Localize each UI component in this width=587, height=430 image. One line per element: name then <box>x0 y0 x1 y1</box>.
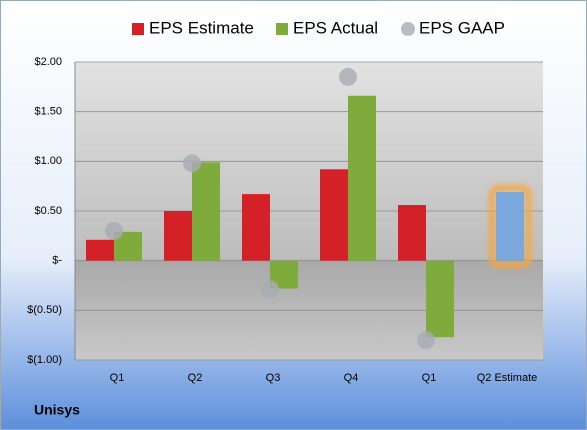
y-tick-label: $2.00 <box>34 56 62 68</box>
bar <box>164 211 192 261</box>
legend-label: EPS Actual <box>293 18 378 37</box>
bar <box>192 162 220 261</box>
bar <box>348 95 376 261</box>
legend-marker <box>401 22 415 36</box>
legend-marker <box>132 23 144 35</box>
bar <box>320 169 348 261</box>
bar <box>242 194 270 261</box>
y-tick-label: $1.00 <box>34 155 62 167</box>
legend-marker <box>276 23 288 35</box>
footer: Unisys <box>34 402 80 418</box>
y-tick-label: $1.50 <box>34 106 62 118</box>
bar <box>398 205 426 261</box>
gaap-marker <box>261 280 279 299</box>
bar <box>426 260 454 338</box>
x-tick-label: Q2 <box>188 372 203 384</box>
y-tick-label: $- <box>52 255 62 267</box>
bar <box>86 239 114 261</box>
x-tick-label: Q3 <box>266 372 281 384</box>
x-tick-label: Q4 <box>344 372 359 384</box>
y-tick-label: $0.50 <box>34 205 62 217</box>
y-tick-label: $(0.50) <box>27 304 62 316</box>
gaap-marker <box>183 154 201 173</box>
x-tick-label: Q1 <box>110 372 125 384</box>
gaap-marker <box>105 221 123 240</box>
gaap-marker <box>339 67 357 86</box>
legend-label: EPS GAAP <box>419 18 505 37</box>
legend-label: EPS Estimate <box>149 18 254 37</box>
x-tick-label: Q2 Estimate <box>477 372 538 384</box>
gaap-marker <box>417 331 435 350</box>
x-tick-label: Q1 <box>422 372 437 384</box>
bar-glow <box>489 185 531 268</box>
bar <box>496 192 524 261</box>
y-tick-label: $(1.00) <box>27 354 62 366</box>
